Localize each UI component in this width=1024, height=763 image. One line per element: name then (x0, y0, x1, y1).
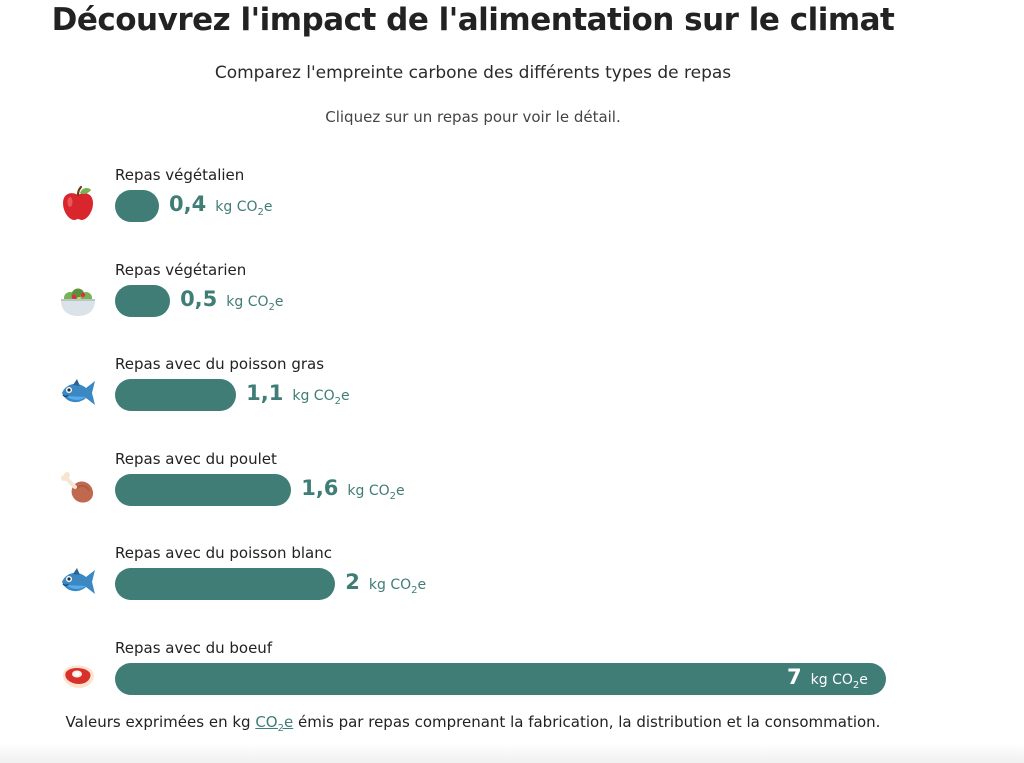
value-number: 1,6 (301, 475, 339, 500)
chicken-leg-icon (58, 468, 98, 508)
value-unit: kg CO2e (215, 199, 273, 218)
value-unit: kg CO2e (347, 482, 405, 502)
meal-bar[interactable] (115, 284, 171, 317)
meal-label: Repas végétalien (115, 166, 245, 184)
meal-bar-chart: Repas végétalien 0,4 kg CO2e Repas végétari… (0, 164, 1024, 704)
value-unit: kg CO2e (226, 293, 284, 313)
value-label: 2 kg CO2e (345, 570, 426, 596)
steak-icon (58, 657, 98, 697)
value-unit: kg CO2e (368, 577, 427, 596)
co2e-link-co: CO (255, 713, 278, 731)
value-label: 1,1 kg CO2e (246, 381, 349, 407)
meal-row[interactable]: Repas végétarien 0,5 kg CO2e (0, 259, 1024, 319)
page-title: Découvrez l'impact de l'alimentation sur… (51, 2, 895, 38)
fish-icon (58, 373, 98, 413)
co2e-link[interactable]: CO2e (255, 713, 294, 734)
meal-bar[interactable] (115, 379, 237, 411)
value-number: 7 (787, 664, 802, 689)
value-label: 1,6 kg CO2e (301, 476, 404, 502)
value-number: 0,4 (169, 192, 207, 216)
meal-row[interactable]: Repas avec du poisson gras 1,1 kg CO2e (0, 353, 1024, 413)
meal-bar[interactable] (115, 473, 292, 506)
meal-label: Repas végétarien (115, 260, 247, 279)
co2e-link-subscript: 2 (277, 723, 284, 734)
value-number: 0,5 (180, 286, 218, 311)
bottom-shadow (0, 743, 1024, 763)
value-number: 2 (345, 570, 360, 594)
value-label: 0,5 kg CO2e (180, 287, 283, 313)
meal-bar[interactable] (115, 190, 160, 222)
meal-label: Repas avec du boeuf (115, 638, 273, 657)
meal-label: Repas avec du poulet (115, 449, 277, 468)
meal-bar[interactable] (115, 568, 336, 600)
value-unit: kg CO2e (292, 388, 350, 407)
meal-row[interactable]: Repas avec du poulet 1,6 kg CO2e (0, 448, 1024, 508)
meal-label: Repas avec du poisson gras (115, 355, 325, 373)
footnote-text-before: Valeurs exprimées en kg (65, 713, 256, 731)
page-subtitle: Comparez l'empreinte carbone des différe… (214, 63, 732, 83)
footnote: Valeurs exprimées en kg CO2e émis par re… (0, 710, 946, 741)
footnote-text-after: émis par repas comprenant la fabrication… (293, 713, 881, 731)
value-unit: kg CO2e (810, 671, 868, 691)
meal-bar[interactable] (115, 662, 886, 695)
instruction-text: Cliquez sur un repas pour voir le détail… (325, 108, 621, 126)
meal-row[interactable]: Repas végétalien 0,4 kg CO2e (0, 164, 1024, 224)
meal-row[interactable]: Repas avec du boeuf 7 kg CO2e (0, 637, 1024, 697)
value-label: 7 kg CO2e (787, 665, 868, 691)
meal-label: Repas avec du poisson blanc (115, 544, 332, 562)
meal-row[interactable]: Repas avec du poisson blanc 2 kg CO2e (0, 542, 1024, 602)
co2e-link-e: e (283, 713, 294, 731)
fish-icon (58, 562, 98, 602)
value-number: 1,1 (246, 381, 284, 405)
value-label: 0,4 kg CO2e (169, 192, 272, 218)
salad-icon (58, 279, 98, 319)
apple-icon (58, 184, 98, 224)
